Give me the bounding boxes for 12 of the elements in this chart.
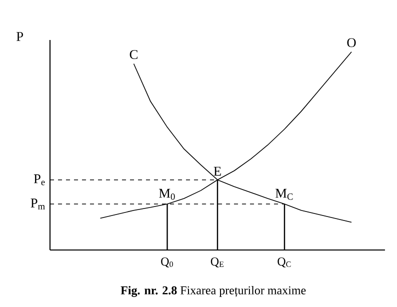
annotation: M$_{C}$ xyxy=(276,188,293,200)
x-tick-label: Q$_{E}$ xyxy=(210,258,224,268)
annotation: E xyxy=(214,166,221,176)
y-axis-title: P xyxy=(16,32,24,41)
text: Fig. nr. 2.8 Fixarea prețurilor maxime xyxy=(120,286,306,297)
series-label: P$_{e}$ xyxy=(34,174,45,186)
series-label: O xyxy=(347,38,356,48)
x-tick-label: Q$_{C}$ xyxy=(278,258,291,268)
annotation: M$_{0}$ xyxy=(159,188,175,200)
series-label: P$_{m}$ xyxy=(30,198,45,210)
series-label: C xyxy=(130,50,138,60)
x-tick-label: Q$_{0}$ xyxy=(161,258,173,268)
